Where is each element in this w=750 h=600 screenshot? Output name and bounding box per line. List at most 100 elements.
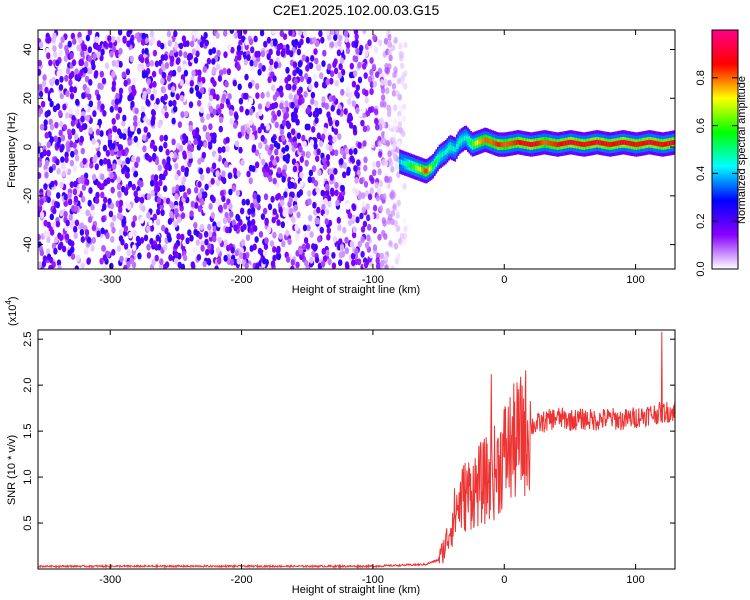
noise-blob xyxy=(43,219,48,227)
noise-blob xyxy=(115,92,120,100)
noise-blob xyxy=(46,253,52,261)
noise-blob xyxy=(383,254,389,262)
noise-blob xyxy=(158,67,163,75)
ridge-cell xyxy=(541,140,543,146)
noise-blob xyxy=(126,249,131,257)
noise-blob xyxy=(91,138,96,145)
noise-blob xyxy=(229,258,235,266)
noise-blob xyxy=(218,204,223,212)
noise-blob xyxy=(286,74,292,82)
noise-blob xyxy=(396,71,401,79)
noise-blob xyxy=(306,224,311,232)
noise-blob xyxy=(156,197,162,204)
ridge-cell xyxy=(594,140,597,145)
noise-blob xyxy=(228,126,234,134)
noise-blob xyxy=(103,179,108,187)
noise-blob xyxy=(102,264,108,269)
noise-blob xyxy=(46,196,51,204)
spectrogram-y-tick-label: -40 xyxy=(22,237,34,253)
noise-blob xyxy=(335,30,340,35)
noise-blob xyxy=(247,208,252,216)
noise-blob xyxy=(173,105,178,113)
noise-blob xyxy=(200,174,205,181)
ridge-cell xyxy=(582,142,584,147)
noise-blob xyxy=(299,156,304,163)
ridge-cell xyxy=(440,153,442,159)
noise-blob xyxy=(39,211,45,219)
noise-blob xyxy=(61,170,66,178)
noise-blob xyxy=(349,155,355,163)
noise-blob xyxy=(222,67,227,75)
noise-blob xyxy=(403,41,408,49)
noise-blob xyxy=(259,30,265,37)
noise-blob xyxy=(311,243,316,250)
noise-blob xyxy=(84,229,90,236)
noise-blob xyxy=(57,243,62,251)
noise-blob xyxy=(56,259,62,267)
noise-blob xyxy=(207,223,212,231)
noise-blob xyxy=(308,83,313,91)
noise-blob xyxy=(250,134,255,142)
noise-blob xyxy=(399,105,404,113)
spectrogram-y-label: Frequency (Hz) xyxy=(6,112,18,188)
noise-blob xyxy=(49,264,54,269)
ridge-cell xyxy=(630,141,633,147)
noise-blob xyxy=(212,80,217,87)
noise-blob xyxy=(101,215,106,223)
noise-blob xyxy=(58,84,64,91)
noise-blob xyxy=(312,201,317,209)
noise-blob xyxy=(96,181,102,189)
noise-blob xyxy=(38,68,42,76)
noise-blob xyxy=(288,93,293,100)
noise-blob xyxy=(62,103,67,111)
noise-blob xyxy=(100,173,105,181)
noise-blob xyxy=(305,36,311,44)
noise-blob xyxy=(230,53,236,60)
noise-blob xyxy=(311,165,317,173)
noise-blob xyxy=(49,123,55,131)
noise-blob xyxy=(88,127,93,135)
noise-blob xyxy=(92,53,97,60)
noise-blob xyxy=(58,129,63,137)
ridge-cell xyxy=(522,140,524,146)
noise-blob xyxy=(203,230,209,238)
noise-blob xyxy=(396,199,401,207)
colorbar-label: Normalized spectral amplitude xyxy=(736,76,748,224)
noise-blob xyxy=(280,199,285,207)
noise-blob xyxy=(262,257,267,265)
noise-blob xyxy=(164,163,169,171)
noise-blob xyxy=(378,39,383,47)
noise-blob xyxy=(387,213,393,221)
noise-blob xyxy=(215,247,221,254)
noise-blob xyxy=(149,142,155,149)
noise-blob xyxy=(285,157,290,164)
ridge-cell xyxy=(444,149,447,155)
ridge-cell xyxy=(517,139,520,145)
noise-blob xyxy=(66,168,72,176)
noise-blob xyxy=(291,39,296,47)
noise-blob xyxy=(205,113,211,121)
noise-blob xyxy=(110,221,115,229)
noise-blob xyxy=(46,109,51,117)
noise-blob xyxy=(234,140,240,148)
noise-blob xyxy=(392,204,397,211)
noise-blob xyxy=(194,186,199,194)
ridge-cell xyxy=(569,139,572,145)
noise-blob xyxy=(281,134,286,142)
noise-blob xyxy=(85,34,91,42)
noise-blob xyxy=(362,140,367,147)
noise-blob xyxy=(390,166,395,173)
noise-blob xyxy=(308,214,313,222)
noise-blob xyxy=(97,118,103,126)
noise-blob xyxy=(272,231,277,239)
noise-blob xyxy=(59,209,64,217)
noise-blob xyxy=(73,225,78,233)
noise-blob xyxy=(129,124,135,132)
noise-blob xyxy=(360,226,366,233)
noise-blob xyxy=(250,46,255,54)
noise-blob xyxy=(329,41,335,48)
noise-blob xyxy=(62,124,68,131)
noise-blob xyxy=(128,231,133,239)
noise-blob xyxy=(248,177,253,185)
noise-blob xyxy=(269,58,274,66)
